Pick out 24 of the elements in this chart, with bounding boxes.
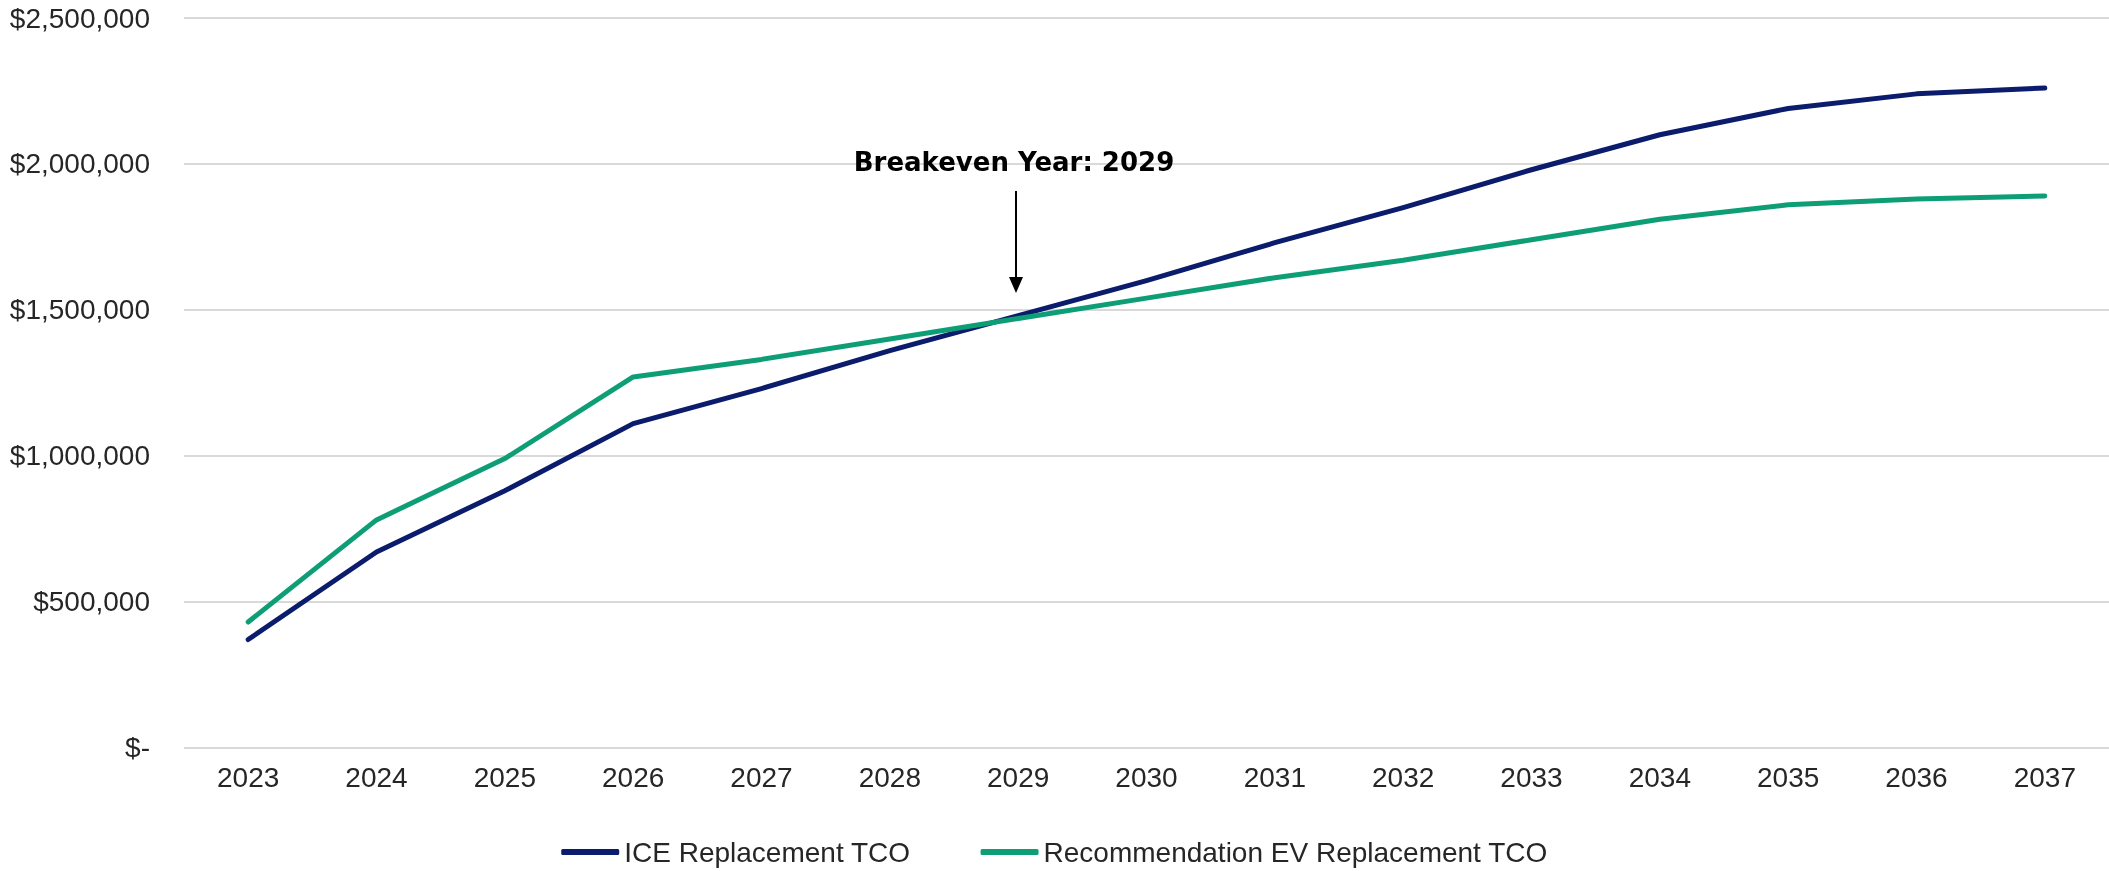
x-tick-label: 2030 — [1115, 762, 1178, 793]
x-tick-label: 2027 — [730, 762, 793, 793]
x-tick-label: 2032 — [1372, 762, 1435, 793]
legend-label: Recommendation EV Replacement TCO — [1043, 836, 1548, 868]
y-tick-label: $1,500,000 — [9, 294, 150, 326]
x-tick-label: 2036 — [1885, 762, 1948, 793]
x-tick-label: 2026 — [602, 762, 665, 793]
x-tick-label: 2029 — [987, 762, 1050, 793]
y-tick-label: $2,500,000 — [9, 2, 150, 34]
annotation: Breakeven Year: 2029 — [853, 147, 1175, 177]
x-tick-label: 2031 — [1243, 762, 1306, 793]
y-tick-label: $- — [125, 732, 150, 763]
y-tick-label: $2,000,000 — [9, 148, 150, 180]
x-tick-label: 2023 — [217, 762, 280, 793]
x-tick-label: 2028 — [858, 762, 921, 793]
x-tick-label: 2024 — [345, 762, 408, 793]
legend-label: ICE Replacement TCO — [624, 836, 911, 868]
x-tick-label: 2034 — [1628, 762, 1691, 793]
x-tick-label: 2033 — [1500, 762, 1563, 793]
x-tick-label: 2037 — [2013, 762, 2076, 793]
y-tick-label: $500,000 — [33, 586, 150, 618]
x-tick-label: 2035 — [1757, 762, 1820, 793]
y-tick-label: $1,000,000 — [9, 440, 150, 472]
x-tick-label: 2025 — [473, 762, 536, 793]
